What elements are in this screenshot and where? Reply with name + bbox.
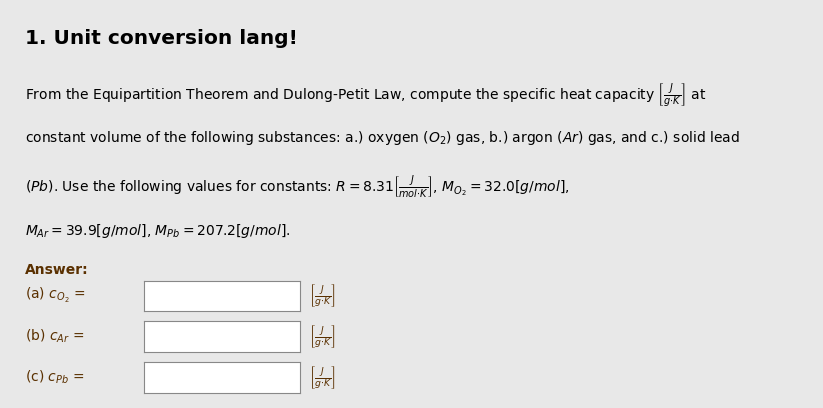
Text: 1. Unit conversion lang!: 1. Unit conversion lang! <box>25 29 298 48</box>
Text: constant volume of the following substances: a.) oxygen $(O_2)$ gas, b.) argon $: constant volume of the following substan… <box>25 129 740 146</box>
Text: $M_{Ar} = 39.9[g/mol]$, $M_{Pb} = 207.2[g/mol]$.: $M_{Ar} = 39.9[g/mol]$, $M_{Pb} = 207.2[… <box>25 222 290 240</box>
Text: (a) $c_{O_2}$ =: (a) $c_{O_2}$ = <box>25 286 86 305</box>
Text: $\left[\frac{J}{g{\cdot}K}\right]$: $\left[\frac{J}{g{\cdot}K}\right]$ <box>309 323 336 350</box>
Text: From the Equipartition Theorem and Dulong-Petit Law, compute the specific heat c: From the Equipartition Theorem and Dulon… <box>25 82 706 109</box>
Text: $\left[\frac{J}{g{\cdot}K}\right]$: $\left[\frac{J}{g{\cdot}K}\right]$ <box>309 282 336 309</box>
Text: (b) $c_{Ar}$ =: (b) $c_{Ar}$ = <box>25 328 84 345</box>
Text: Answer:: Answer: <box>25 263 88 277</box>
Text: $\left[\frac{J}{g{\cdot}K}\right]$: $\left[\frac{J}{g{\cdot}K}\right]$ <box>309 364 336 391</box>
Text: (c) $c_{Pb}$ =: (c) $c_{Pb}$ = <box>25 369 84 386</box>
Text: $(Pb)$. Use the following values for constants: $R = 8.31\left[\frac{J}{mol{\cdo: $(Pb)$. Use the following values for con… <box>25 173 570 201</box>
